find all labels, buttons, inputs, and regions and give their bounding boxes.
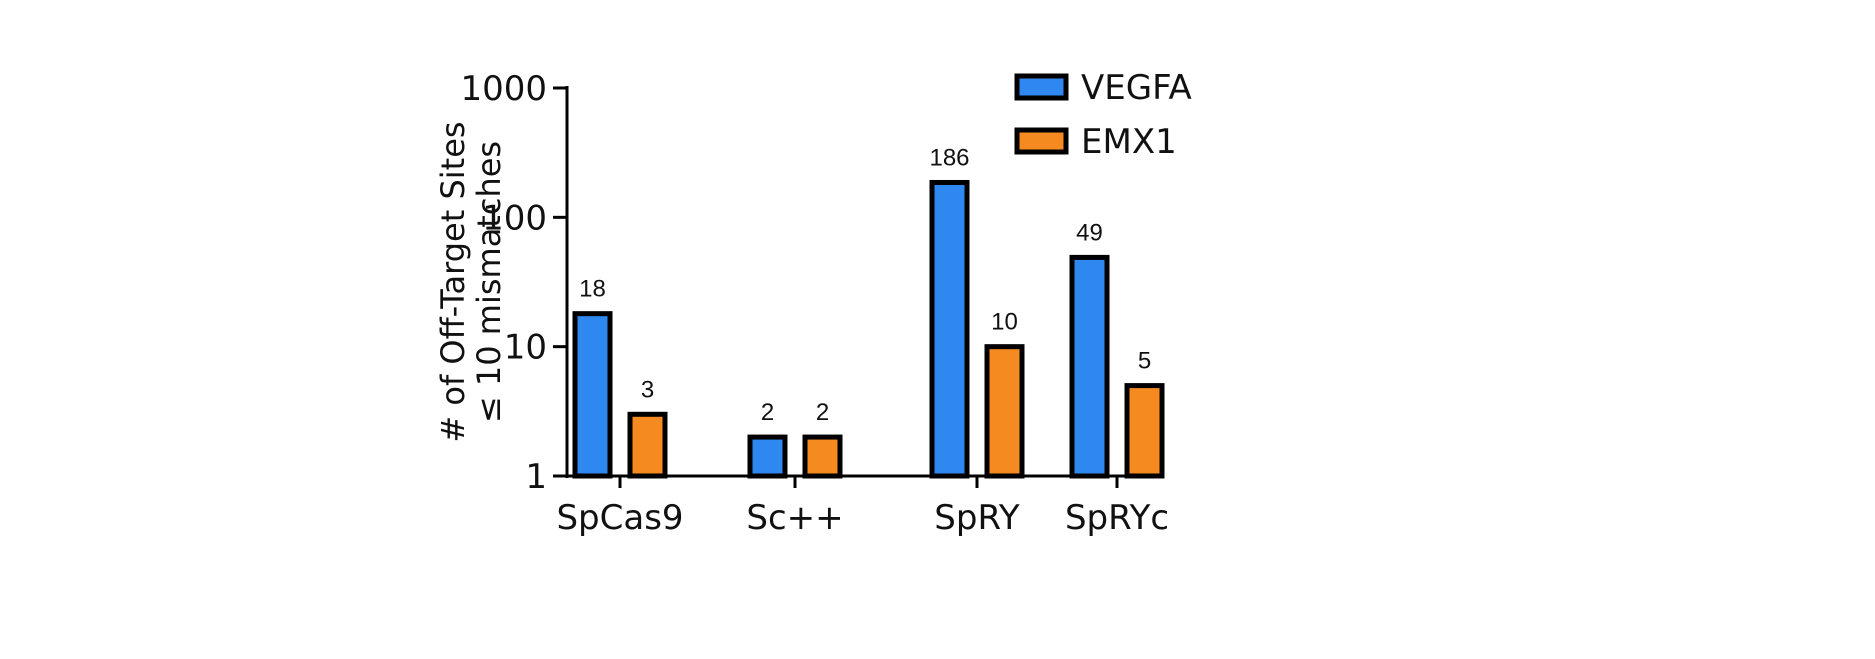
- legend-swatch-emx1: [1014, 127, 1069, 155]
- legend-label-emx1: EMX1: [1081, 122, 1177, 162]
- legend: VEGFA EMX1: [1014, 68, 1192, 162]
- x-tick-label: SpCas9: [556, 498, 683, 538]
- bar-emx1-sc: [802, 434, 843, 479]
- y-tick-label: 100: [482, 198, 547, 238]
- bar-vegfa-spry: [929, 179, 970, 479]
- y-tick-label: 1000: [460, 69, 547, 109]
- y-tick-label: 10: [504, 328, 547, 368]
- bar-emx1-spcas9: [627, 411, 668, 479]
- legend-swatch-vegfa: [1014, 73, 1069, 101]
- y-axis-title: # of Off-Target Sites ≤ 10 mismatches: [434, 121, 508, 442]
- bar-emx1-spry: [984, 344, 1025, 479]
- bars: [572, 179, 1165, 479]
- y-axis-title-line2: ≤ 10 mismatches: [470, 141, 508, 423]
- bar-vegfa-sc: [747, 434, 788, 479]
- y-tick-label: 1: [525, 457, 547, 497]
- data-labels: 18 2 186 49 3 2 10 5: [579, 144, 1151, 426]
- legend-label-vegfa: VEGFA: [1081, 68, 1192, 108]
- data-label: 186: [929, 144, 969, 171]
- data-label: 5: [1138, 348, 1151, 375]
- x-tick-label: SpRY: [934, 498, 1020, 538]
- data-label: 18: [579, 276, 606, 303]
- data-label: 10: [991, 309, 1018, 336]
- bar-vegfa-spcas9: [572, 311, 613, 479]
- bar-emx1-spryc: [1124, 383, 1165, 479]
- data-label: 2: [761, 399, 774, 426]
- y-axis-title-line1: # of Off-Target Sites: [434, 121, 472, 442]
- x-tick-labels: SpCas9 Sc++ SpRY SpRYc: [556, 498, 1169, 538]
- data-label: 3: [641, 376, 654, 403]
- data-label: 49: [1076, 219, 1103, 246]
- bar-vegfa-spryc: [1069, 254, 1110, 479]
- x-tick-label: Sc++: [746, 498, 843, 538]
- data-label: 2: [816, 399, 829, 426]
- x-tick-label: SpRYc: [1065, 498, 1169, 538]
